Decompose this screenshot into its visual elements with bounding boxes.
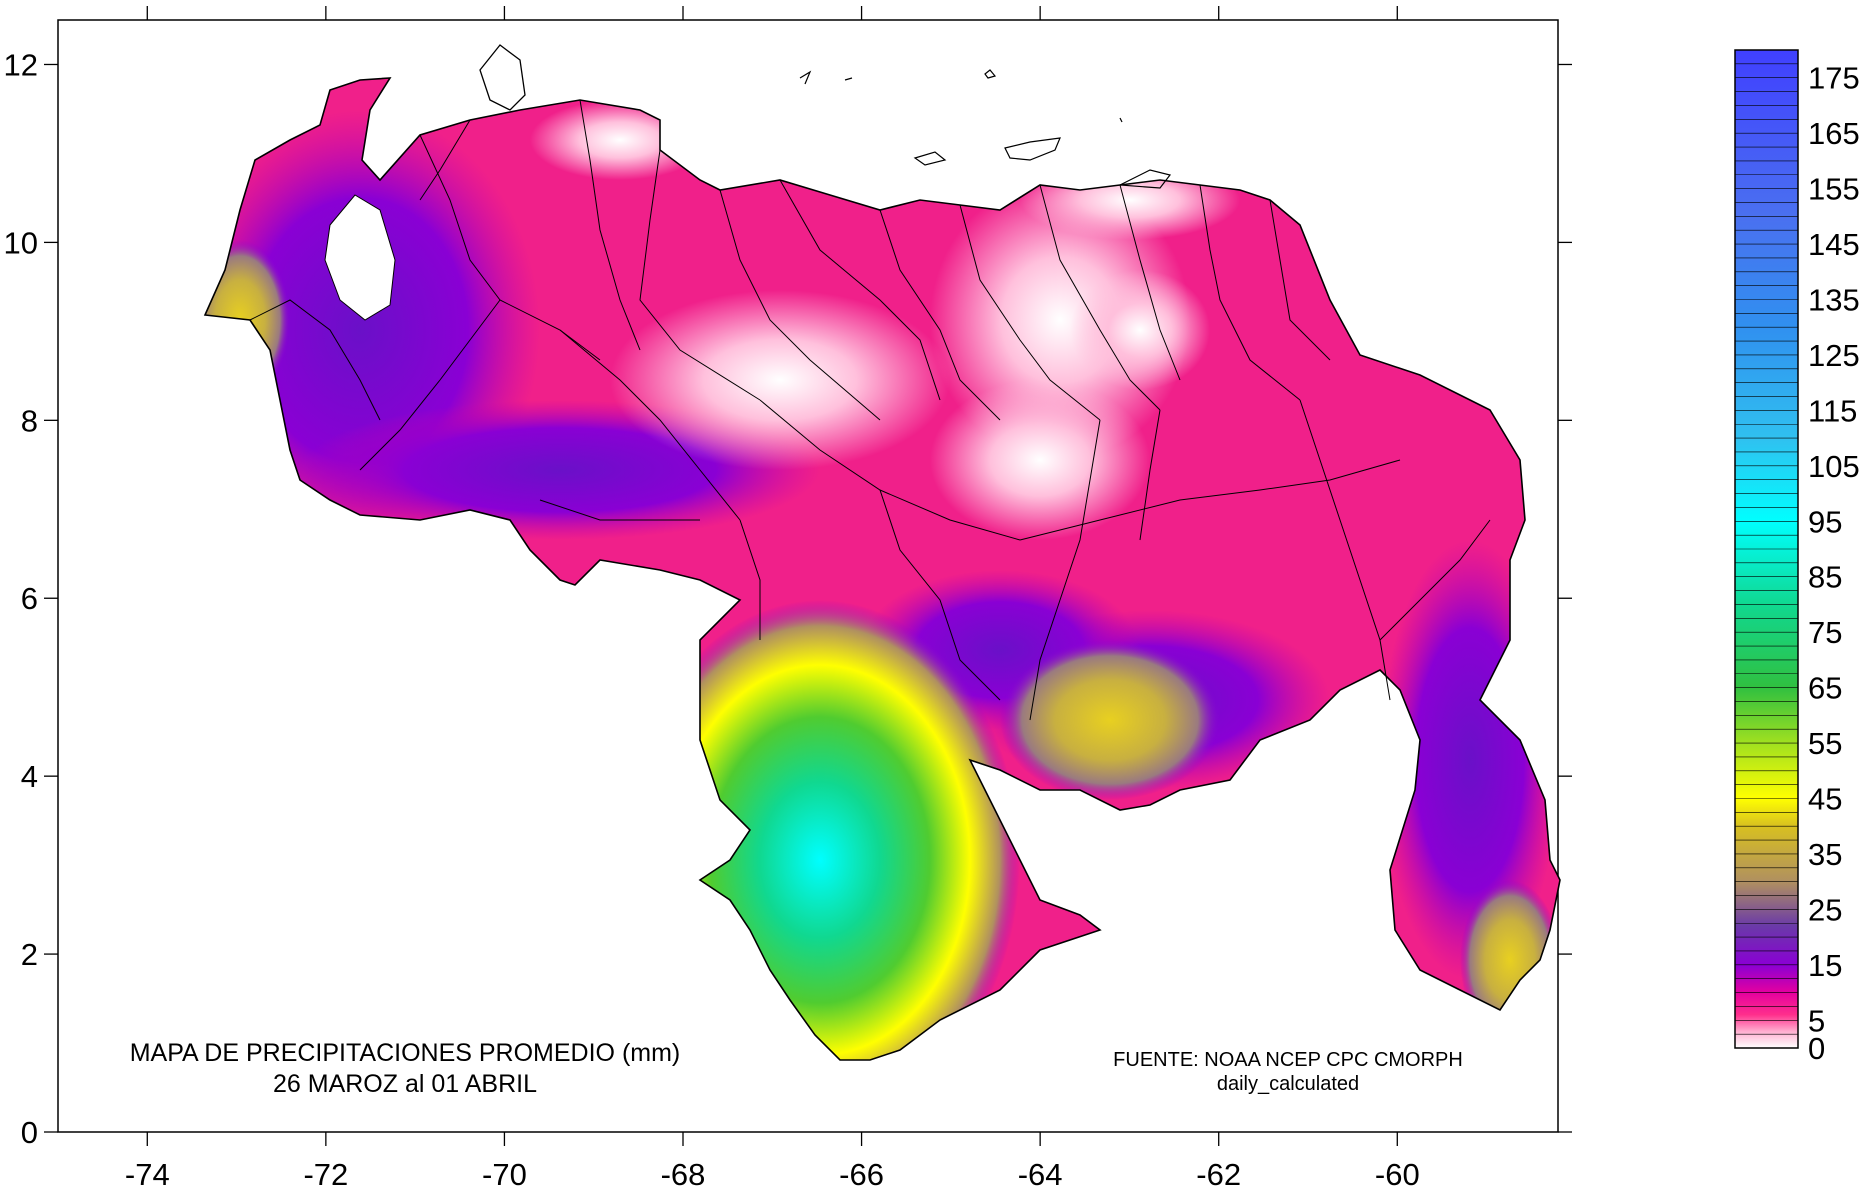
colorbar-label: 165 [1808,116,1860,151]
x-tick-label: -64 [1018,1157,1063,1192]
colorbar-label: 105 [1808,449,1860,484]
source-line1: FUENTE: NOAA NCEP CPC CMORPH [1113,1049,1463,1071]
colorbar-label: 175 [1808,61,1860,96]
colorbar-label: 65 [1808,671,1842,706]
y-tick-label: 10 [4,225,38,260]
map-title-line1: MAPA DE PRECIPITACIONES PROMEDIO (mm) [130,1039,681,1067]
colorbar: 1751651551451351251151059585756555453525… [1734,49,1860,1066]
islands [799,69,1172,189]
colorbar-divisions [1735,49,1798,1049]
colorbar-label: 155 [1808,172,1860,207]
colorbar-label: 35 [1808,837,1842,872]
x-tick-label: -74 [125,1157,170,1192]
y-tick-label: 6 [21,581,38,616]
colorbar-label: 125 [1808,338,1860,373]
colorbar-label: 5 [1808,1003,1825,1038]
lake-maracaibo [324,194,396,321]
colorbar-label: 0 [1808,1031,1825,1066]
colorbar-label: 75 [1808,615,1842,650]
colorbar-label: 135 [1808,283,1860,318]
y-tick-label: 12 [4,47,38,82]
colorbar-label: 55 [1808,726,1842,761]
y-tick-label: 2 [21,937,38,972]
y-axis: 0 2 4 6 8 10 12 [4,47,1572,1150]
x-tick-label: -66 [839,1157,884,1192]
colorbar-label: 85 [1808,560,1842,595]
y-tick-label: 4 [21,759,38,794]
colorbar-label: 45 [1808,782,1842,817]
y-tick-label: 0 [21,1115,38,1150]
x-tick-label: -68 [661,1157,706,1192]
colorbar-labels: 1751651551451351251151059585756555453525… [1808,61,1860,1066]
colorbar-label: 15 [1808,948,1842,983]
source-line2: daily_calculated [1217,1073,1359,1095]
x-tick-label: -70 [482,1157,527,1192]
state-borders [249,99,1491,721]
x-tick-label: -62 [1196,1157,1241,1192]
x-axis: -74 -72 -70 -68 -66 -64 -62 -60 [125,6,1420,1192]
x-tick-label: -72 [303,1157,348,1192]
y-tick-label: 8 [21,403,38,438]
country-outline [203,77,1561,1061]
colorbar-label: 115 [1808,393,1857,428]
map-title-line2: 26 MAROZ al 01 ABRIL [273,1070,537,1098]
colorbar-label: 25 [1808,892,1842,927]
colorbar-label: 95 [1808,504,1842,539]
colorbar-label: 145 [1808,227,1860,262]
x-tick-label: -60 [1375,1157,1420,1192]
paraguana-peninsula [479,44,526,111]
